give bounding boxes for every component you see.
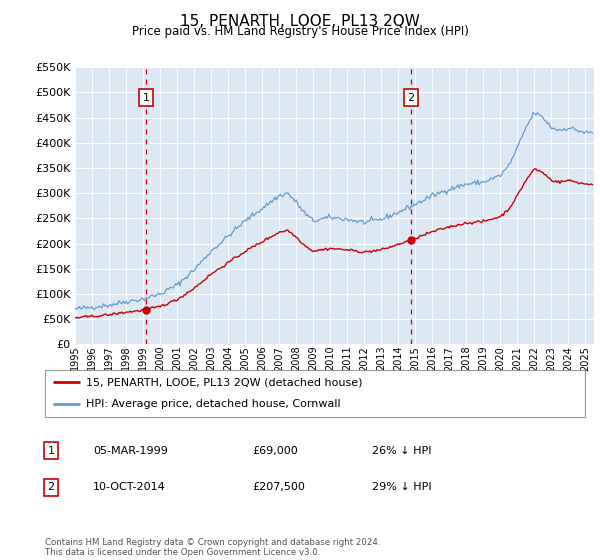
Text: Contains HM Land Registry data © Crown copyright and database right 2024.
This d: Contains HM Land Registry data © Crown c… xyxy=(45,538,380,557)
Text: 29% ↓ HPI: 29% ↓ HPI xyxy=(372,482,431,492)
Text: 15, PENARTH, LOOE, PL13 2QW: 15, PENARTH, LOOE, PL13 2QW xyxy=(180,14,420,29)
Text: £69,000: £69,000 xyxy=(252,446,298,456)
Text: 10-OCT-2014: 10-OCT-2014 xyxy=(93,482,166,492)
Text: 2: 2 xyxy=(47,482,55,492)
Text: £207,500: £207,500 xyxy=(252,482,305,492)
Text: 26% ↓ HPI: 26% ↓ HPI xyxy=(372,446,431,456)
Text: HPI: Average price, detached house, Cornwall: HPI: Average price, detached house, Corn… xyxy=(86,399,340,409)
Text: 05-MAR-1999: 05-MAR-1999 xyxy=(93,446,168,456)
Text: Price paid vs. HM Land Registry's House Price Index (HPI): Price paid vs. HM Land Registry's House … xyxy=(131,25,469,38)
Text: 1: 1 xyxy=(47,446,55,456)
Text: 2: 2 xyxy=(407,93,415,102)
Text: 15, PENARTH, LOOE, PL13 2QW (detached house): 15, PENARTH, LOOE, PL13 2QW (detached ho… xyxy=(86,377,362,388)
Text: 1: 1 xyxy=(142,93,149,102)
